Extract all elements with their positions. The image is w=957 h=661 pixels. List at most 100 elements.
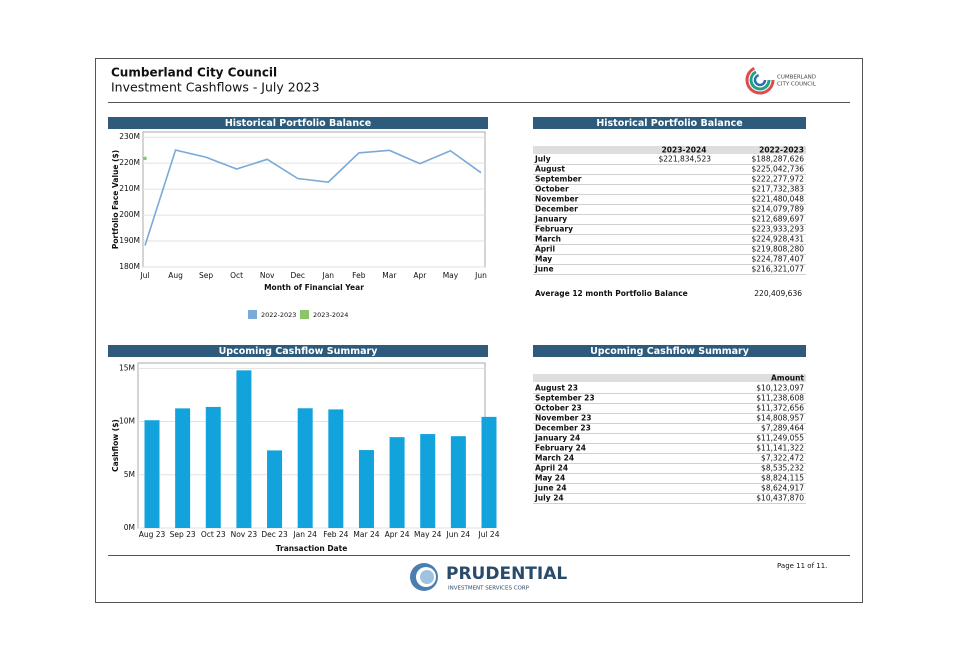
x-tick-label: Feb bbox=[352, 271, 366, 280]
x-tick-label: Jun 24 bbox=[446, 530, 471, 539]
row-label: January 24 bbox=[534, 434, 580, 443]
cell: $222,277,972 bbox=[752, 175, 805, 184]
bar bbox=[420, 434, 436, 528]
table-header bbox=[533, 374, 806, 382]
cell: $217,732,383 bbox=[752, 185, 805, 194]
x-axis-title: Month of Financial Year bbox=[264, 283, 364, 292]
logo-text: CUMBERLAND bbox=[777, 75, 816, 81]
row-label: April 24 bbox=[535, 464, 568, 473]
x-tick-label: May bbox=[443, 271, 459, 280]
x-tick-label: Mar bbox=[382, 271, 397, 280]
x-tick-label: Dec 23 bbox=[261, 530, 288, 539]
x-tick-label: Nov 23 bbox=[231, 530, 258, 539]
x-tick-label: Jul 24 bbox=[478, 530, 500, 539]
x-tick-label: Jan 24 bbox=[292, 530, 317, 539]
average-label: Average 12 month Portfolio Balance bbox=[535, 289, 688, 298]
row-label: June 24 bbox=[534, 484, 567, 493]
column-header: 2022-2023 bbox=[759, 146, 804, 155]
x-tick-label: Sep 23 bbox=[170, 530, 196, 539]
row-label: September 23 bbox=[535, 394, 595, 403]
bar bbox=[236, 370, 252, 528]
brand: PRUDENTIAL bbox=[446, 564, 567, 584]
row-label: March 24 bbox=[535, 454, 574, 463]
row-label: February 24 bbox=[535, 444, 586, 453]
logo-text: CITY COUNCIL bbox=[777, 82, 817, 88]
row-label: December 23 bbox=[535, 424, 591, 433]
cell: $10,437,870 bbox=[756, 494, 804, 503]
y-tick-label: 190M bbox=[119, 236, 140, 245]
point bbox=[143, 156, 147, 161]
cell: $11,141,322 bbox=[756, 444, 804, 453]
cell: $11,238,608 bbox=[756, 394, 804, 403]
section-title: Upcoming Cashflow Summary bbox=[590, 346, 750, 357]
x-tick-label: Aug 23 bbox=[139, 530, 166, 539]
y-tick-label: 220M bbox=[119, 158, 140, 167]
y-tick-label: 180M bbox=[119, 262, 140, 271]
cell: $224,787,407 bbox=[752, 255, 805, 264]
row-label: February bbox=[535, 225, 573, 234]
subtitle: Investment Cashflows - July 2023 bbox=[111, 80, 320, 95]
y-tick-label: 200M bbox=[119, 210, 140, 219]
cell: $223,933,293 bbox=[752, 225, 805, 234]
row-label: March bbox=[535, 235, 561, 244]
cell: $11,372,656 bbox=[756, 404, 804, 413]
cell: $188,287,626 bbox=[752, 155, 805, 164]
cell: $7,289,464 bbox=[761, 424, 804, 433]
y-axis-title: Cashflow ($) bbox=[111, 419, 120, 472]
legend-swatch bbox=[248, 310, 257, 319]
cell: $11,249,055 bbox=[756, 434, 804, 443]
bar bbox=[389, 437, 405, 528]
prudential-logo: PRUDENTIAL INVESTMENT SERVICES CORP bbox=[410, 563, 567, 592]
cell: $8,624,917 bbox=[761, 484, 804, 493]
x-tick-label: Aug bbox=[168, 271, 183, 280]
title: Cumberland City Council bbox=[111, 66, 277, 80]
x-tick-label: Jun bbox=[474, 271, 487, 280]
x-tick-label: Jan bbox=[321, 271, 334, 280]
y-tick-label: 10M bbox=[119, 417, 135, 426]
table-header bbox=[533, 146, 806, 154]
bar bbox=[267, 450, 283, 528]
bar bbox=[297, 408, 313, 528]
brand-sub: INVESTMENT SERVICES CORP bbox=[448, 586, 530, 592]
cell: $7,322,472 bbox=[761, 454, 804, 463]
cell: $219,808,280 bbox=[752, 245, 805, 254]
x-tick-label: Nov bbox=[260, 271, 275, 280]
section-title: Upcoming Cashflow Summary bbox=[219, 346, 379, 357]
x-tick-label: Feb 24 bbox=[323, 530, 348, 539]
column-header: 2023-2024 bbox=[662, 146, 707, 155]
cell: $225,042,736 bbox=[752, 165, 805, 174]
section-title: Historical Portfolio Balance bbox=[225, 118, 371, 129]
row-label: July 24 bbox=[534, 494, 564, 503]
legend-label: 2023-2024 bbox=[313, 311, 348, 319]
x-tick-label: Jul bbox=[139, 271, 149, 280]
bar bbox=[144, 420, 160, 528]
bar bbox=[175, 408, 191, 528]
x-tick-label: Sep bbox=[199, 271, 213, 280]
row-label: April bbox=[535, 245, 555, 254]
x-tick-label: Oct bbox=[230, 271, 243, 280]
row-label: August bbox=[535, 165, 565, 174]
cell: $8,824,115 bbox=[761, 474, 804, 483]
y-axis-title: Portfolio Face Value ($) bbox=[111, 150, 120, 249]
legend-label: 2022-2023 bbox=[261, 311, 296, 319]
section-bar bbox=[533, 117, 806, 129]
line bbox=[144, 149, 482, 246]
average-value: 220,409,636 bbox=[754, 289, 802, 298]
row-label: November bbox=[535, 195, 579, 204]
row-label: October bbox=[535, 185, 569, 194]
legend-swatch bbox=[300, 310, 309, 319]
x-tick-label: Apr bbox=[413, 271, 427, 280]
section-title: Historical Portfolio Balance bbox=[596, 118, 742, 129]
row-label: January bbox=[534, 215, 567, 224]
row-label: May bbox=[535, 255, 552, 264]
x-tick-label: Oct 23 bbox=[201, 530, 226, 539]
bar bbox=[358, 450, 374, 528]
bar bbox=[328, 409, 344, 528]
y-tick-label: 0M bbox=[124, 523, 135, 532]
cell: $216,321,077 bbox=[752, 265, 805, 274]
cell: $212,689,697 bbox=[752, 215, 805, 224]
bar bbox=[205, 406, 221, 528]
row-label: October 23 bbox=[535, 404, 582, 413]
y-tick-label: 15M bbox=[119, 363, 135, 372]
